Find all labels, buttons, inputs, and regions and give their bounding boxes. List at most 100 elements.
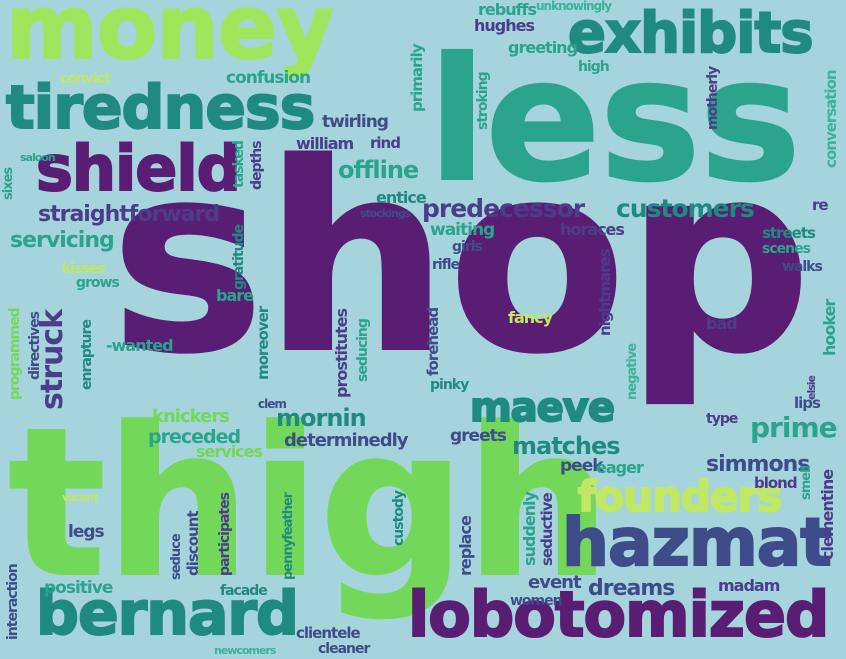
word-clientele: clientele	[296, 624, 361, 642]
word-streets: streets	[762, 224, 816, 242]
word-kisses: kisses	[62, 261, 106, 277]
word-pinky: pinky	[430, 377, 469, 393]
word-dreams: dreams	[588, 576, 675, 601]
word-thigh: thigh	[7, 385, 612, 623]
word-vacant: vacant	[62, 491, 99, 504]
word-event: event	[528, 572, 582, 593]
word-offline: offline	[338, 156, 419, 184]
word-peek: peek	[560, 456, 604, 476]
word-hughes: hughes	[474, 16, 535, 35]
word-knickers: knickers	[152, 406, 230, 427]
word-grows: grows	[76, 275, 120, 291]
word-waiting: waiting	[430, 220, 495, 240]
word-straightforward: straightforward	[38, 202, 220, 227]
word-rebuffs: rebuffs	[478, 0, 537, 19]
word-seduce: seduce	[169, 534, 184, 580]
word-greets: greets	[450, 426, 507, 446]
word-participates: participates	[217, 493, 233, 576]
word-negative: negative	[625, 343, 640, 400]
word-founders: founders	[577, 472, 783, 521]
word-clem: clem	[258, 397, 287, 411]
word-confusion: confusion	[226, 68, 311, 88]
word-sixes: sixes	[1, 167, 16, 200]
word-directives: directives	[27, 312, 43, 380]
word-seducing: seducing	[355, 319, 371, 382]
word-rind: rind	[370, 134, 401, 152]
word-horaces: horaces	[560, 220, 625, 239]
word-clementine: clementine	[818, 469, 837, 560]
word-twirling: twirling	[322, 112, 389, 132]
word-newcomers: newcomers	[214, 644, 276, 657]
word-maeve: maeve	[469, 385, 616, 431]
word-unknowingly: unknowingly	[536, 0, 612, 13]
word-replace: replace	[456, 516, 475, 576]
word-discount: discount	[184, 511, 202, 576]
word-re: re	[812, 196, 829, 214]
word-programmed: programmed	[7, 308, 23, 400]
word-gratitude: gratitude	[231, 224, 247, 290]
word-matches: matches	[512, 432, 621, 460]
word-prostitutes: prostitutes	[332, 308, 351, 398]
word-predecessor: predecessor	[422, 194, 585, 223]
word-money: money	[5, 0, 335, 79]
word-primarily: primarily	[408, 44, 426, 113]
word-wanted: -wanted	[106, 336, 174, 355]
word-shop: shop	[109, 109, 813, 411]
word-elsie: elsie	[805, 375, 818, 400]
word-rifle: rifle	[432, 257, 460, 273]
word-interaction: interaction	[5, 564, 21, 640]
word-entice: entice	[376, 188, 427, 207]
word-women: women	[510, 593, 563, 609]
word-blond: blond	[754, 474, 798, 492]
word-lips: lips	[794, 394, 821, 412]
word-greeting: greeting	[508, 38, 578, 57]
word-bad: bad	[706, 314, 738, 333]
word-hazmat: hazmat	[561, 504, 833, 581]
word-cleaner: cleaner	[318, 641, 370, 657]
word-girls: girls	[452, 239, 483, 255]
word-customers: customers	[616, 194, 755, 223]
word-convict: convict	[60, 71, 111, 87]
word-shield: shield	[35, 132, 242, 205]
word-madam: madam	[718, 576, 780, 595]
word-positive: positive	[44, 578, 113, 598]
word-william: william	[296, 134, 354, 153]
word-prime: prime	[750, 411, 838, 444]
word-enrapture: enrapture	[79, 320, 95, 390]
word-determinedly: determinedly	[284, 430, 409, 451]
word-lobotomized: lobotomized	[407, 578, 830, 651]
word-motherly: motherly	[705, 66, 721, 130]
word-high: high	[578, 59, 610, 75]
word-services: services	[196, 442, 263, 461]
word-saloon: saloon	[20, 151, 56, 164]
word-less: less	[427, 22, 802, 220]
word-forehead: forehead	[424, 307, 442, 376]
word-mornin: mornin	[276, 404, 367, 432]
word-fancy: fancy	[508, 308, 553, 327]
word-scenes: scenes	[762, 241, 811, 257]
word-pennyfeather: pennyfeather	[281, 492, 296, 580]
word-stroking: stroking	[475, 72, 491, 130]
word-type: type	[706, 411, 738, 427]
word-facade: facade	[220, 583, 268, 599]
word-walks: walks	[782, 259, 823, 275]
word-custody: custody	[391, 490, 407, 546]
word-eager: eager	[596, 458, 644, 477]
word-nightmares: nightmares	[596, 249, 614, 336]
word-seductive: seductive	[538, 493, 556, 566]
word-depths: depths	[249, 141, 265, 190]
word-legs: legs	[68, 522, 105, 542]
word-conversation: conversation	[822, 70, 840, 168]
word-moreover: moreover	[254, 306, 272, 380]
word-suddenly: suddenly	[520, 492, 539, 566]
word-bernard: bernard	[35, 579, 300, 649]
word-exhibits: exhibits	[567, 1, 815, 66]
word-preceded: preceded	[148, 426, 241, 448]
word-smell: smell	[799, 465, 814, 500]
word-hooker: hooker	[820, 299, 839, 356]
word-tiredness: tiredness	[5, 73, 316, 143]
word-simmons: simmons	[706, 452, 810, 477]
word-servicing: servicing	[10, 228, 115, 253]
word-tasked: tasked	[231, 141, 247, 188]
